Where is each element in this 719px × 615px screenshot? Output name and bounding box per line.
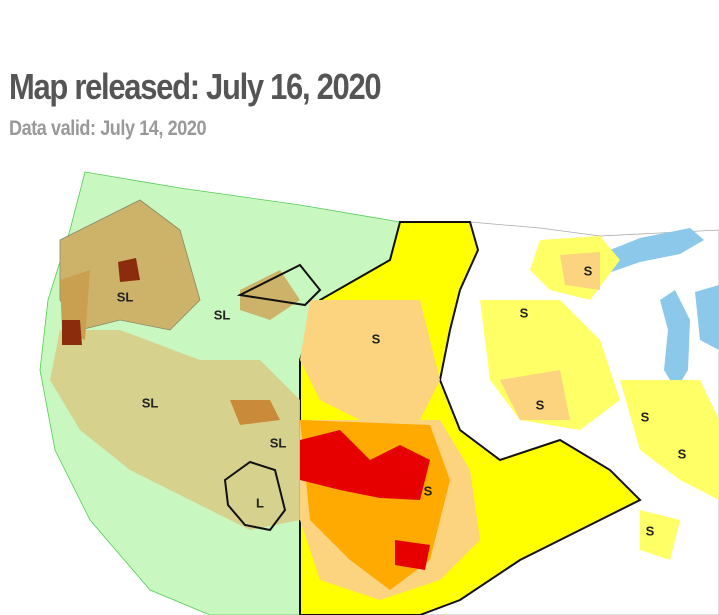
map-label: S (641, 409, 650, 424)
map-label: SL (270, 435, 287, 450)
lake (660, 290, 690, 390)
map-label: SL (117, 289, 134, 304)
abnormally-dry-yellow (620, 380, 719, 500)
map-label: SL (214, 307, 231, 322)
extreme-drought (300, 430, 430, 500)
impact-boundary (223, 460, 287, 532)
lake (695, 285, 719, 350)
moderate-drought-orange (560, 252, 600, 290)
moderate-drought (50, 330, 300, 530)
moderate-drought-orange (300, 300, 440, 420)
extreme-drought (395, 540, 430, 570)
severe-drought (230, 400, 280, 425)
abnormally-dry-yellow (640, 510, 680, 560)
map-label: S (424, 483, 433, 498)
impact-boundary (236, 263, 322, 307)
map-label: SL (142, 395, 159, 410)
map-label: L (256, 495, 264, 510)
map-label: S (678, 446, 687, 461)
map-label: S (646, 523, 655, 538)
map-label: S (520, 305, 529, 320)
extreme-drought (62, 320, 82, 345)
map-subtitle: Data valid: July 14, 2020 (9, 117, 207, 140)
moderate-drought (240, 270, 300, 320)
map-title: Map released: July 16, 2020 (9, 66, 382, 107)
map-label: S (536, 397, 545, 412)
map-label: S (584, 263, 593, 278)
map-label: S (372, 331, 381, 346)
moderate-drought-orange (500, 370, 570, 420)
extreme-drought (118, 258, 140, 282)
